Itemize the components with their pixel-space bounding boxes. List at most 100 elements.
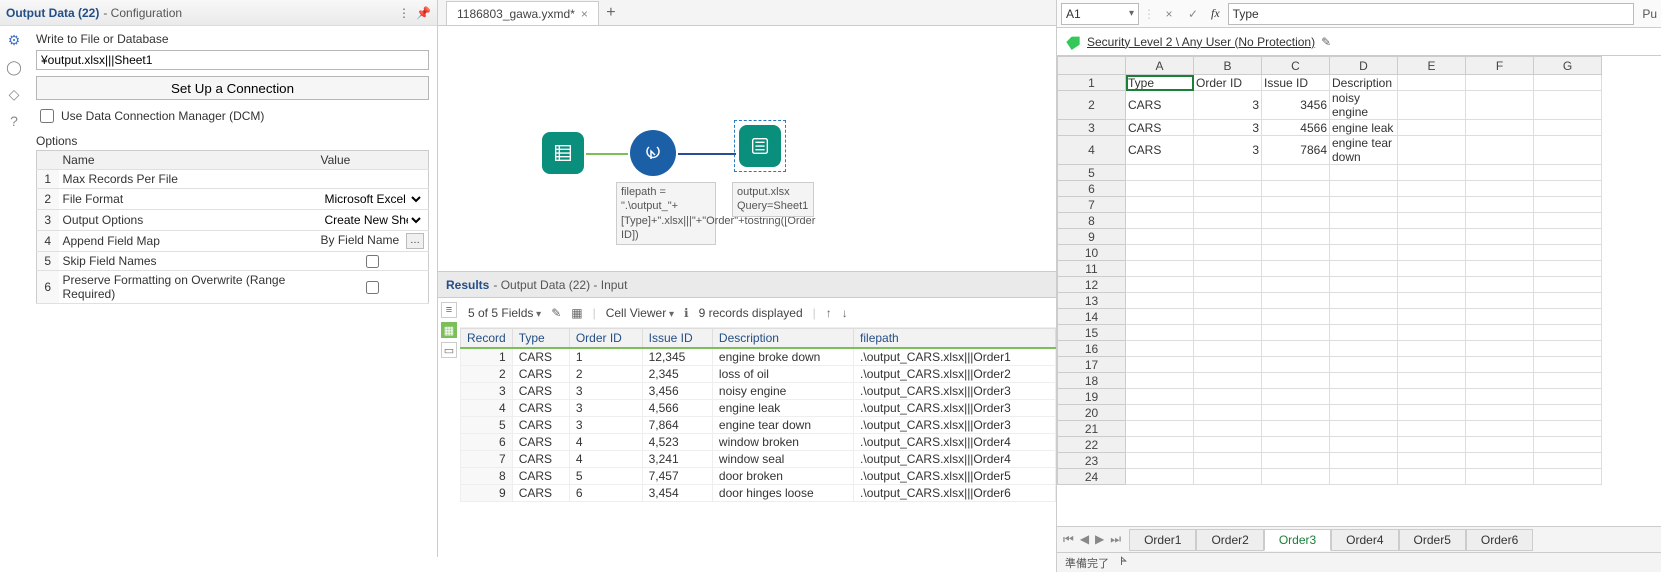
- cell[interactable]: [1330, 213, 1398, 229]
- row-header[interactable]: 19: [1058, 389, 1126, 405]
- cell[interactable]: [1262, 469, 1330, 485]
- cell[interactable]: [1398, 325, 1466, 341]
- cell[interactable]: [1466, 277, 1534, 293]
- cell[interactable]: [1466, 261, 1534, 277]
- cell[interactable]: [1194, 213, 1262, 229]
- cell[interactable]: [1194, 421, 1262, 437]
- cell[interactable]: [1534, 469, 1602, 485]
- setup-connection-button[interactable]: Set Up a Connection: [36, 76, 429, 100]
- cell[interactable]: [1330, 357, 1398, 373]
- cell[interactable]: [1194, 469, 1262, 485]
- cellviewer-dropdown[interactable]: Cell Viewer: [606, 306, 674, 320]
- results-data-icon[interactable]: ▦: [441, 322, 457, 338]
- cell[interactable]: [1398, 75, 1466, 91]
- cell[interactable]: [1466, 165, 1534, 181]
- cell[interactable]: engine leak: [1330, 120, 1398, 136]
- cell[interactable]: [1126, 181, 1194, 197]
- cell[interactable]: [1398, 277, 1466, 293]
- cell[interactable]: [1194, 293, 1262, 309]
- col-header[interactable]: B: [1194, 57, 1262, 75]
- cell[interactable]: [1466, 245, 1534, 261]
- output-path-input[interactable]: [36, 50, 429, 70]
- cell[interactable]: 3: [1194, 120, 1262, 136]
- cell[interactable]: [1534, 165, 1602, 181]
- cell[interactable]: [1534, 197, 1602, 213]
- cell[interactable]: [1262, 261, 1330, 277]
- cell[interactable]: [1262, 341, 1330, 357]
- cell[interactable]: [1534, 213, 1602, 229]
- cell[interactable]: [1126, 197, 1194, 213]
- cell[interactable]: [1126, 293, 1194, 309]
- cell[interactable]: [1330, 181, 1398, 197]
- cell[interactable]: [1330, 309, 1398, 325]
- cell[interactable]: [1262, 437, 1330, 453]
- cell[interactable]: 3456: [1262, 91, 1330, 120]
- cell[interactable]: [1534, 181, 1602, 197]
- cell[interactable]: [1194, 309, 1262, 325]
- cell[interactable]: [1534, 389, 1602, 405]
- cell[interactable]: [1466, 229, 1534, 245]
- results-col[interactable]: Record: [461, 329, 513, 349]
- cell[interactable]: [1398, 389, 1466, 405]
- formula-bar[interactable]: Type: [1228, 3, 1635, 25]
- cell[interactable]: [1466, 389, 1534, 405]
- edit-icon[interactable]: ✎: [551, 306, 561, 320]
- row-header[interactable]: 17: [1058, 357, 1126, 373]
- cell[interactable]: [1398, 136, 1466, 165]
- cell[interactable]: [1398, 341, 1466, 357]
- cell[interactable]: [1126, 373, 1194, 389]
- sheet-tab[interactable]: Order6: [1466, 529, 1533, 551]
- cell[interactable]: [1466, 453, 1534, 469]
- more-icon[interactable]: ⋮: [398, 6, 410, 20]
- cell[interactable]: [1534, 437, 1602, 453]
- option-value-cell[interactable]: Microsoft Excel (*.xls: [317, 189, 429, 210]
- row-header[interactable]: 13: [1058, 293, 1126, 309]
- col-header[interactable]: G: [1534, 57, 1602, 75]
- results-row[interactable]: 3CARS33,456noisy engine.\output_CARS.xls…: [461, 383, 1056, 400]
- cell[interactable]: [1262, 309, 1330, 325]
- cell[interactable]: [1398, 245, 1466, 261]
- sheet-tab[interactable]: Order3: [1264, 529, 1331, 551]
- cell[interactable]: [1194, 437, 1262, 453]
- cell[interactable]: [1126, 277, 1194, 293]
- cell[interactable]: [1126, 165, 1194, 181]
- cell[interactable]: noisy engine: [1330, 91, 1398, 120]
- cell[interactable]: [1194, 341, 1262, 357]
- cell[interactable]: [1126, 325, 1194, 341]
- cell[interactable]: [1262, 357, 1330, 373]
- cell[interactable]: [1194, 197, 1262, 213]
- pin-icon[interactable]: 📌: [416, 6, 431, 20]
- row-header[interactable]: 12: [1058, 277, 1126, 293]
- cell[interactable]: [1194, 229, 1262, 245]
- cell[interactable]: [1330, 341, 1398, 357]
- cell[interactable]: [1330, 437, 1398, 453]
- cell[interactable]: [1534, 325, 1602, 341]
- cell[interactable]: [1398, 213, 1466, 229]
- cell[interactable]: [1398, 261, 1466, 277]
- cell[interactable]: [1330, 245, 1398, 261]
- cell[interactable]: [1534, 229, 1602, 245]
- cell[interactable]: [1262, 325, 1330, 341]
- cell[interactable]: [1534, 261, 1602, 277]
- cell[interactable]: [1534, 341, 1602, 357]
- row-header[interactable]: 11: [1058, 261, 1126, 277]
- cell[interactable]: [1262, 181, 1330, 197]
- cell[interactable]: [1398, 421, 1466, 437]
- cell[interactable]: [1466, 120, 1534, 136]
- confirm-icon[interactable]: ✓: [1183, 7, 1203, 21]
- cell[interactable]: [1194, 389, 1262, 405]
- results-col[interactable]: Description: [712, 329, 853, 349]
- add-tab-button[interactable]: +: [599, 1, 623, 25]
- info-icon[interactable]: ℹ: [684, 306, 689, 320]
- workflow-tab[interactable]: 1186803_gawa.yxmd* ×: [446, 1, 599, 25]
- row-header[interactable]: 9: [1058, 229, 1126, 245]
- row-header[interactable]: 24: [1058, 469, 1126, 485]
- close-icon[interactable]: ×: [581, 7, 588, 21]
- row-header[interactable]: 15: [1058, 325, 1126, 341]
- gear-icon[interactable]: ⚙: [8, 32, 21, 49]
- fx-icon[interactable]: fx: [1207, 6, 1224, 21]
- cell[interactable]: [1194, 325, 1262, 341]
- cell[interactable]: 3: [1194, 91, 1262, 120]
- up-icon[interactable]: ↑: [826, 306, 832, 320]
- cell[interactable]: [1534, 309, 1602, 325]
